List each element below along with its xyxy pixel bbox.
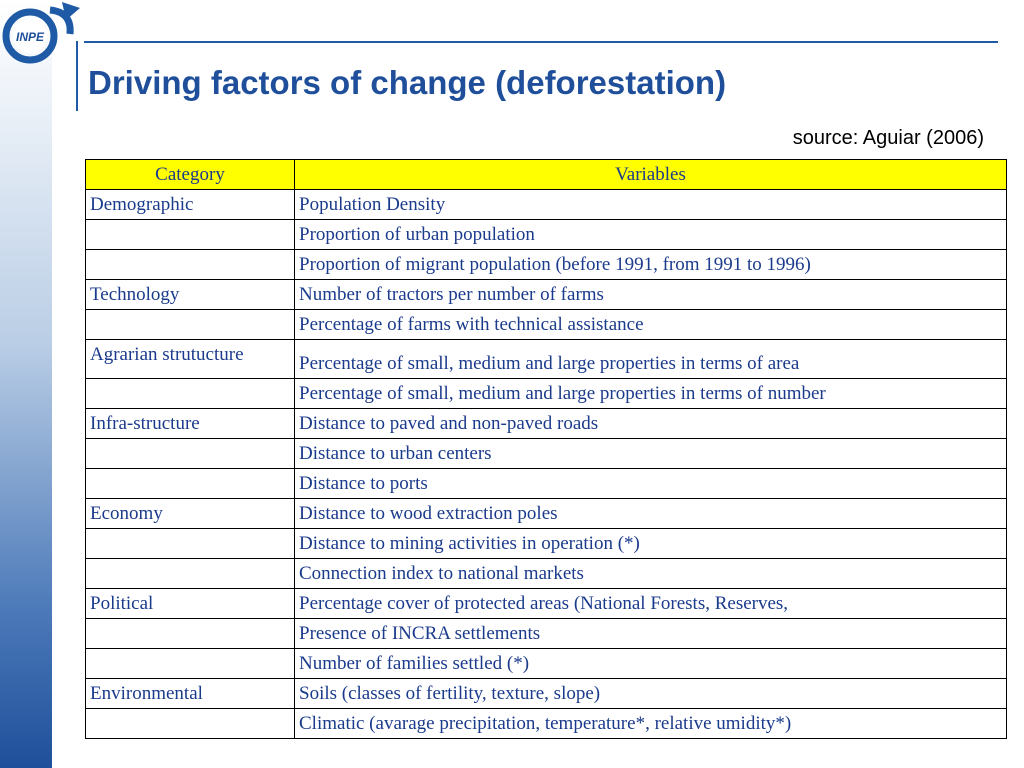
variable-cell: Distance to wood extraction poles (294, 498, 1007, 529)
category-cell (85, 618, 295, 649)
table-row: Connection index to national markets (85, 558, 1007, 589)
table-row: Number of families settled (*) (85, 648, 1007, 679)
variable-cell: Percentage of farms with technical assis… (294, 309, 1007, 340)
category-cell: Political (85, 588, 295, 619)
variable-cell: Connection index to national markets (294, 558, 1007, 589)
variable-cell: Climatic (avarage precipitation, tempera… (294, 708, 1007, 739)
header-rule (84, 41, 998, 43)
variable-cell: Presence of INCRA settlements (294, 618, 1007, 649)
category-cell (85, 378, 295, 409)
category-cell: Economy (85, 498, 295, 529)
side-gradient-band (0, 0, 52, 768)
category-cell: Demographic (85, 189, 295, 220)
category-cell (85, 249, 295, 280)
category-cell (85, 708, 295, 739)
table-row: Environmental Soils (classes of fertility… (85, 678, 1007, 709)
table-row: Technology Number of tractors per number … (85, 279, 1007, 310)
category-cell: Infra-structure (85, 408, 295, 439)
category-cell: Environmental (85, 678, 295, 709)
variables-table: Category Variables Demographic Population… (85, 159, 1007, 739)
variable-cell: Distance to ports (294, 468, 1007, 499)
table-row: Climatic (avarage precipitation, tempera… (85, 708, 1007, 739)
table-row: Proportion of urban population (85, 219, 1007, 250)
variable-cell: Number of families settled (*) (294, 648, 1007, 679)
logo-text: INPE (16, 30, 45, 44)
variable-cell: Soils (classes of fertility, texture, sl… (294, 678, 1007, 709)
table-header-row: Category Variables (85, 159, 1007, 190)
slide-title: Driving factors of change (deforestation… (88, 64, 727, 101)
variable-cell: Percentage of small, medium and large pr… (294, 339, 1007, 379)
table-row: Agrarian strutucture Percentage of small,… (85, 339, 1007, 379)
table-row: Distance to mining activities in operati… (85, 528, 1007, 559)
category-cell (85, 468, 295, 499)
category-cell: Technology (85, 279, 295, 310)
category-cell (85, 219, 295, 250)
table-row: Economy Distance to wood extraction poles (85, 498, 1007, 529)
category-cell (85, 558, 295, 589)
source-citation: source: Aguiar (2006) (792, 127, 984, 149)
table-row: Percentage of farms with technical assis… (85, 309, 1007, 340)
table-row: Distance to ports (85, 468, 1007, 499)
variable-cell: Proportion of migrant population (before… (294, 249, 1007, 280)
table-body: Demographic Population Density Proportion … (85, 189, 1007, 739)
category-cell (85, 648, 295, 679)
table-row: Distance to urban centers (85, 438, 1007, 469)
variable-cell: Proportion of urban population (294, 219, 1007, 250)
category-cell (85, 528, 295, 559)
table-row: Percentage of small, medium and large pr… (85, 378, 1007, 409)
table-row: Political Percentage cover of protected a… (85, 588, 1007, 619)
header-variables: Variables (294, 159, 1007, 190)
table-row: Demographic Population Density (85, 189, 1007, 220)
inpe-logo: INPE (2, 2, 80, 64)
category-cell (85, 438, 295, 469)
table-row: Proportion of migrant population (before… (85, 249, 1007, 280)
category-cell: Agrarian strutucture (85, 339, 295, 379)
variable-cell: Distance to urban centers (294, 438, 1007, 469)
variable-cell: Number of tractors per number of farms (294, 279, 1007, 310)
table-row: Infra-structure Distance to paved and non… (85, 408, 1007, 439)
variable-cell: Percentage of small, medium and large pr… (294, 378, 1007, 409)
title-rule (76, 41, 78, 111)
variable-cell: Distance to paved and non-paved roads (294, 408, 1007, 439)
category-cell (85, 309, 295, 340)
variable-cell: Population Density (294, 189, 1007, 220)
header-category: Category (85, 159, 295, 190)
table-row: Presence of INCRA settlements (85, 618, 1007, 649)
variable-cell: Distance to mining activities in operati… (294, 528, 1007, 559)
variable-cell: Percentage cover of protected areas (Nat… (294, 588, 1007, 619)
